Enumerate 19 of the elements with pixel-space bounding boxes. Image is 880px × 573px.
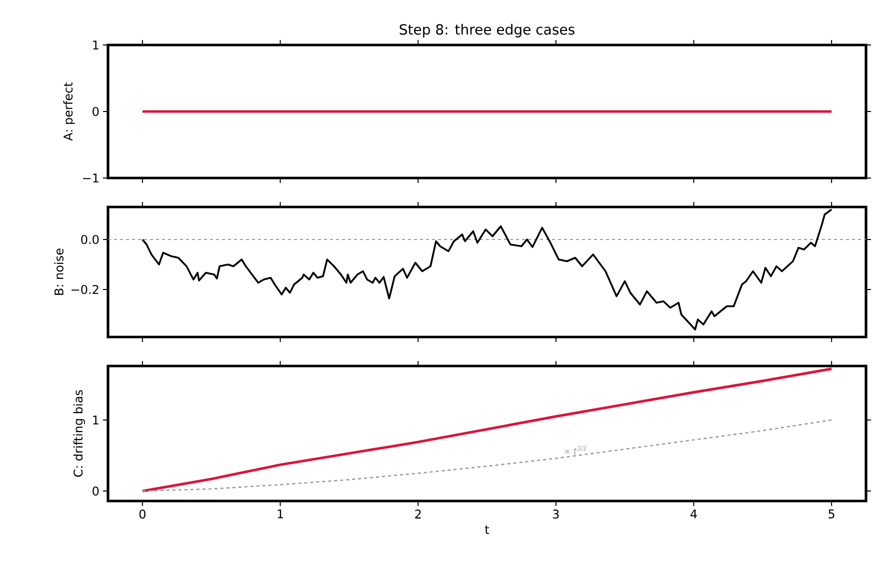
y-tick-label: 1 xyxy=(93,40,98,50)
y-tick-label: 1 xyxy=(93,416,98,424)
y-tick-label: 0 xyxy=(92,106,99,116)
y-tick-label: −0.2 xyxy=(72,284,98,294)
x-tick-label: 0 xyxy=(139,510,146,519)
y-axis-title: C: drifting bias xyxy=(73,390,85,477)
x-tick-label: 5 xyxy=(828,510,834,518)
y-tick-label: 0.0 xyxy=(81,234,99,244)
y-tick-label: 0 xyxy=(92,486,99,496)
x-tick-label: 1 xyxy=(278,510,283,518)
x-tick-label: 3 xyxy=(553,510,559,519)
annotation: ∝ t$^{3/2}$ xyxy=(564,446,586,454)
x-axis-title: t xyxy=(484,525,490,534)
x-tick-label: 2 xyxy=(415,510,421,518)
chart-title: Step 8: three edge cases xyxy=(400,24,574,38)
x-tick-label: 4 xyxy=(690,510,697,518)
y-tick-label: −1 xyxy=(83,174,98,182)
y-axis-title: A: perfect xyxy=(63,82,75,141)
y-axis-title: B: noise xyxy=(54,248,64,295)
